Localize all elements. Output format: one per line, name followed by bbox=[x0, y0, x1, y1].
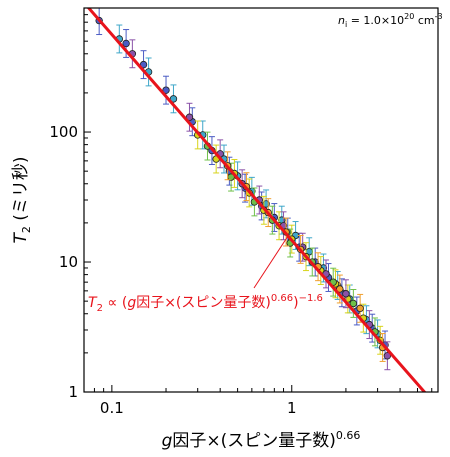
fit-label-body: 因子×(スピン量子数) bbox=[136, 295, 271, 311]
fit-label-T: T bbox=[88, 295, 98, 311]
annotation-unit-exp: -3 bbox=[435, 12, 443, 21]
x-axis-title-main: 因子×(スピン量子数) bbox=[172, 431, 336, 451]
x-tick-label: 0.1 bbox=[100, 399, 124, 417]
annotation-lhs-sub: i bbox=[345, 20, 347, 29]
data-point bbox=[356, 304, 364, 313]
concentration-annotation: ni = 1.0×1020 cm-3 bbox=[338, 12, 443, 29]
y-axis-title-T: T bbox=[11, 232, 31, 244]
data-point bbox=[336, 285, 344, 293]
x-axis-title: g因子×(スピン量子数)0.66 bbox=[162, 429, 361, 451]
annotation-exp: 20 bbox=[404, 12, 414, 21]
fit-label: T2 ∝ (g因子×(スピン量子数)0.66)−1.6 bbox=[88, 293, 323, 314]
data-point bbox=[169, 95, 178, 103]
y-tick-label: 1 bbox=[68, 383, 78, 401]
annotation-eq: = 1.0×10 bbox=[347, 14, 404, 27]
fit-label-exp2: −1.6 bbox=[299, 293, 323, 304]
y-tick-label: 10 bbox=[59, 253, 78, 271]
data-point bbox=[122, 39, 130, 48]
fit-label-mid: ∝ ( bbox=[103, 295, 127, 311]
y-axis-title-sub: 2 bbox=[20, 226, 33, 233]
fit-label-sub: 2 bbox=[97, 303, 103, 314]
x-tick-label: 1 bbox=[287, 399, 297, 417]
y-axis-title: T2 (ミリ秒) bbox=[11, 156, 33, 243]
data-points bbox=[95, 8, 392, 371]
data-point bbox=[383, 352, 392, 360]
annotation-unit: cm bbox=[414, 14, 434, 27]
data-point bbox=[342, 290, 350, 298]
fit-label-g: g bbox=[127, 295, 136, 311]
annotation-lhs: n bbox=[338, 14, 345, 27]
fit-label-exp1: 0.66 bbox=[271, 293, 293, 304]
data-point bbox=[139, 60, 148, 69]
x-axis-title-sup: 0.66 bbox=[336, 429, 361, 442]
data-point bbox=[349, 299, 358, 308]
data-point bbox=[162, 86, 170, 94]
y-axis-title-rest: (ミリ秒) bbox=[11, 156, 31, 226]
fit-label-leader bbox=[253, 235, 289, 289]
axis-ticks: 0.1 1 1 10 100 bbox=[49, 14, 433, 417]
y-tick-label: 100 bbox=[49, 123, 78, 141]
fit-label-close: ) bbox=[293, 295, 298, 311]
fit-line-layer bbox=[86, 8, 427, 392]
fit-line bbox=[86, 8, 427, 392]
